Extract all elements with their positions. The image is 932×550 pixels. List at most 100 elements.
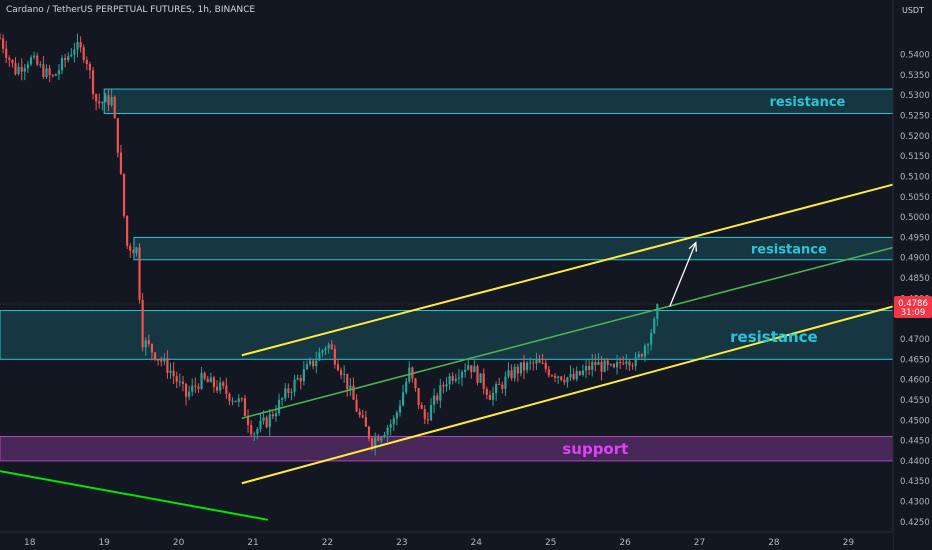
candle-body bbox=[129, 245, 132, 251]
time-axis[interactable]: 18 19 20 21 22 23 24 25 26 27 28 29 bbox=[0, 531, 893, 550]
time-tick-label: 18 bbox=[24, 538, 36, 548]
candle-body bbox=[290, 391, 293, 393]
candle-body bbox=[88, 64, 92, 71]
candle-body bbox=[395, 412, 398, 419]
candle-body bbox=[101, 102, 104, 104]
candle-body bbox=[445, 384, 448, 387]
price-tick-label: 0.4950 bbox=[900, 233, 930, 243]
candle-body bbox=[321, 350, 324, 353]
time-tick-label: 26 bbox=[619, 538, 631, 548]
candle-body bbox=[64, 57, 67, 61]
candle-body bbox=[250, 425, 253, 435]
time-tick-label: 21 bbox=[247, 538, 258, 548]
candle-body bbox=[191, 385, 194, 392]
price-axis-bg bbox=[893, 0, 932, 550]
candle-body bbox=[175, 376, 178, 382]
time-tick-label: 23 bbox=[396, 538, 407, 548]
time-tick-label: 28 bbox=[768, 538, 780, 548]
price-tick-label: 0.5300 bbox=[900, 91, 930, 101]
candle-body bbox=[460, 371, 464, 378]
candle-body bbox=[507, 370, 510, 377]
candle-body bbox=[547, 369, 550, 376]
candle-body bbox=[417, 388, 420, 406]
candle-body bbox=[219, 382, 222, 391]
candle-body bbox=[79, 42, 82, 48]
descending-trendline bbox=[0, 470, 269, 521]
projection-arrow-shaft bbox=[669, 242, 697, 307]
candle-body bbox=[643, 345, 647, 357]
price-tick-label: 0.4700 bbox=[900, 335, 930, 345]
candle-body bbox=[488, 394, 491, 400]
candle-body bbox=[538, 360, 541, 363]
price-tick-label: 0.4350 bbox=[900, 477, 930, 487]
candle-body bbox=[60, 57, 64, 71]
candle-body bbox=[54, 74, 57, 76]
candle-body bbox=[76, 42, 79, 50]
candle-body bbox=[11, 59, 14, 64]
candle-body bbox=[380, 437, 383, 441]
channel-upper-line bbox=[241, 183, 894, 357]
candle-body bbox=[634, 357, 637, 367]
price-tick-label: 0.4850 bbox=[900, 274, 930, 284]
candle-body bbox=[85, 59, 88, 65]
candle-body bbox=[138, 247, 141, 300]
candle-body bbox=[653, 318, 656, 333]
price-tick-label: 0.4900 bbox=[900, 254, 930, 264]
last-price-tag bbox=[894, 296, 932, 319]
candle-body bbox=[392, 418, 395, 425]
candle-body bbox=[33, 55, 36, 58]
candle-body bbox=[457, 377, 460, 379]
candle-body bbox=[253, 433, 256, 435]
candle-body bbox=[110, 96, 113, 105]
candle-body bbox=[222, 382, 225, 386]
candle-body bbox=[122, 173, 126, 216]
candle-body bbox=[39, 64, 42, 66]
candle-body bbox=[188, 391, 191, 397]
candle-body bbox=[135, 247, 138, 254]
candle-body bbox=[299, 378, 302, 382]
candle-body bbox=[45, 68, 48, 77]
candle-body bbox=[544, 363, 547, 370]
candle-body bbox=[17, 66, 20, 75]
candle-body bbox=[197, 386, 200, 389]
candle-body bbox=[29, 57, 33, 65]
candle-body bbox=[51, 75, 54, 77]
candle-body bbox=[200, 372, 203, 389]
candle-body bbox=[277, 399, 281, 414]
candle-body bbox=[144, 340, 147, 348]
candle-body bbox=[268, 414, 271, 428]
candle-body bbox=[358, 411, 361, 416]
candle-body bbox=[82, 47, 85, 60]
candle-body bbox=[650, 332, 653, 345]
candle-body bbox=[318, 352, 321, 361]
price-tick-label: 0.4450 bbox=[900, 437, 930, 447]
candle-body bbox=[57, 70, 60, 75]
support-label-3: support bbox=[562, 440, 628, 458]
candle-body bbox=[150, 344, 154, 353]
candle-body bbox=[256, 429, 259, 434]
candle-body bbox=[343, 373, 346, 375]
price-tick-label: 0.4300 bbox=[900, 498, 930, 508]
candle-body bbox=[36, 55, 39, 65]
candle-body bbox=[324, 348, 327, 351]
candle-body bbox=[20, 66, 23, 72]
candle-body bbox=[374, 437, 377, 447]
candle-body bbox=[436, 395, 439, 401]
price-axis[interactable]: 0.5400 0.5350 0.5300 0.5250 0.5200 0.5150 0.51… bbox=[892, 0, 932, 550]
candle-body bbox=[442, 385, 445, 387]
time-tick-label: 19 bbox=[98, 538, 110, 548]
candle-body bbox=[287, 388, 290, 393]
resistance-label-2: resistance bbox=[730, 328, 818, 346]
candle-body bbox=[566, 377, 569, 383]
candle-body bbox=[104, 95, 107, 103]
candle-body bbox=[327, 344, 330, 349]
candle-body bbox=[448, 376, 451, 385]
candle-body bbox=[259, 420, 262, 430]
candle-body bbox=[281, 398, 284, 400]
candle-body bbox=[153, 352, 157, 360]
candle-body bbox=[330, 344, 333, 350]
candle-body bbox=[516, 366, 519, 374]
candle-body bbox=[206, 378, 209, 383]
channel-lower-line bbox=[241, 305, 894, 485]
